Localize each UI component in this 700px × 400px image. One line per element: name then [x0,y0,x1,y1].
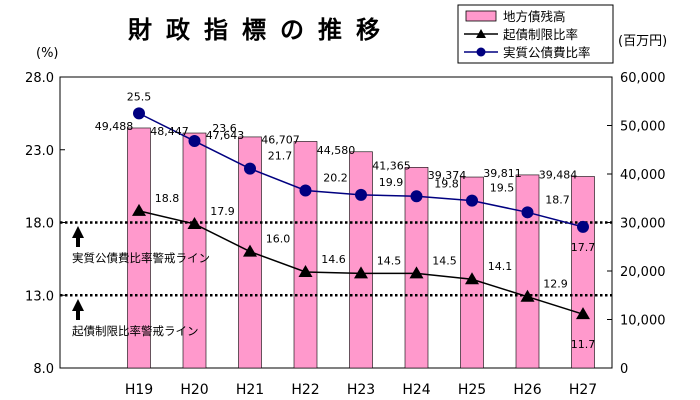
left-tick-label: 18.0 [25,217,54,232]
bar [349,151,373,369]
triangle-point [354,266,368,279]
legend-label-circle: 実質公債費比率 [503,45,591,60]
right-tick-label: 0 [620,362,628,377]
right-axis-unit: (百万円) [618,34,667,49]
right-tick-label: 30,000 [620,217,666,232]
ref-label-1: 実質公債費比率警戒ライン [72,251,210,265]
point-value-label: 17.9 [210,205,235,218]
x-axis-ticks: H19 H20 H21 H22 H23 H24 H25 H26 H27 [125,382,597,398]
point-value-label: 14.6 [321,253,346,266]
bar [515,174,540,369]
circle-point [299,184,312,197]
triangle-point [298,264,313,277]
point-value-label: 17.7 [571,241,596,254]
left-tick-label: 28.0 [25,71,54,86]
triangle-point [409,266,424,279]
bar-value-label: 46,707 [261,133,300,146]
right-tick-label: 40,000 [620,168,666,183]
x-tick-label: H24 [402,382,430,398]
triangle-point [465,272,479,285]
bar [182,132,207,369]
triangle-point [132,203,146,216]
bar-value-label: 47,643 [206,129,245,142]
circle-point [577,220,589,233]
right-tick-label: 60,000 [620,71,666,86]
chart-title: 財政指標の推移 [128,16,394,44]
left-tick-label: 8.0 [33,362,54,377]
legend-circle-icon [476,47,486,57]
circle-point [188,135,201,148]
circle-point [410,190,423,203]
triangle-point [187,216,202,229]
point-value-label: 18.8 [155,192,180,205]
point-value-label: 16.0 [266,233,291,246]
left-tick-label: 13.0 [25,289,54,304]
x-tick-label: H25 [458,382,486,398]
x-tick-label: H19 [125,382,153,398]
arrow-up-icon [72,299,84,320]
bar [127,127,151,369]
point-value-label: 14.5 [432,254,457,267]
left-tick-label: 23.0 [25,144,54,159]
triangle-point [576,307,590,320]
point-value-label: 14.1 [488,260,513,273]
bar-value-label: 41,365 [372,159,411,172]
legend-triangle-icon [476,29,486,38]
legend-swatch-bar [465,10,497,22]
arrow-up-icon [72,226,84,247]
right-axis-ticks: 0 10,000 20,000 30,000 40,000 50,000 60,000 [607,71,666,377]
bar-value-label: 44,580 [317,144,356,157]
point-value-label: 19.5 [490,182,515,195]
bar [293,141,318,369]
line-series [132,107,590,320]
point-value-label: 19.8 [434,177,459,190]
point-value-label: 20.2 [323,171,348,184]
point-value-label: 18.7 [545,193,570,206]
right-tick-label: 50,000 [620,120,666,135]
bar-value-label: 49,488 [95,120,134,133]
point-value-label: 14.5 [377,254,402,267]
circle-point [244,162,256,175]
legend: 地方債残高 起債制限比率 実質公債費比率 [457,4,614,64]
x-tick-label: H26 [513,382,541,398]
circle-point [355,188,367,201]
x-tick-label: H23 [347,382,375,398]
x-tick-label: H27 [569,382,597,398]
bar-value-label: 39,811 [483,167,522,180]
x-tick-label: H20 [180,382,208,398]
point-value-label: 19.9 [379,176,404,189]
bar-value-label: 39,374 [428,169,467,182]
point-value-label: 11.7 [571,338,596,351]
right-tick-label: 10,000 [620,314,666,329]
circle-point [466,194,478,207]
point-value-label: 25.5 [127,90,152,103]
right-tick-label: 20,000 [620,265,666,280]
ref-label-2: 起債制限比率警戒ライン [72,324,199,338]
bar [571,176,595,369]
point-value-label: 23.6 [212,122,237,135]
reference-lines [60,221,612,297]
triangle-point [520,289,535,302]
data-labels: 49,488 48,447 47,643 46,707 44,580 41,365 39,3… [95,90,596,351]
legend-label-triangle: 起債制限比率 [503,27,578,42]
point-value-label: 21.7 [268,150,293,163]
circle-point [133,107,145,120]
point-value-label: 12.9 [543,278,568,291]
bar-value-label: 39,484 [539,169,578,182]
legend-label-bar: 地方債残高 [503,9,566,24]
circle-point [521,206,534,219]
left-axis-ticks: 8.0 13.0 18.0 23.0 28.0 [25,71,65,377]
x-tick-label: H22 [291,382,319,398]
x-tick-label: H21 [236,382,264,398]
bar-value-label: 48,447 [150,125,189,138]
left-axis-unit: (%) [36,46,59,61]
triangle-point [243,244,257,257]
annotation-arrows: 実質公債費比率警戒ライン 起債制限比率警戒ライン [72,226,210,338]
